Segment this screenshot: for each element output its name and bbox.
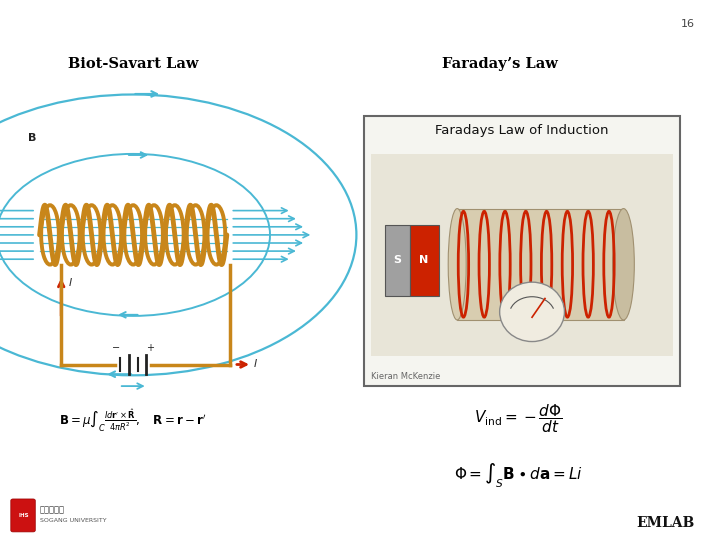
Text: IHS: IHS bbox=[19, 513, 29, 518]
Text: 서강대학교: 서강대학교 bbox=[40, 505, 65, 514]
Text: $\Phi = \int_S \mathbf{B} \bullet d\mathbf{a} = Li$: $\Phi = \int_S \mathbf{B} \bullet d\math… bbox=[454, 462, 583, 490]
Text: EMLAB: EMLAB bbox=[636, 516, 695, 530]
Bar bbox=[410, 225, 439, 296]
Text: Faraday’s Law: Faraday’s Law bbox=[443, 57, 558, 71]
Text: Biot-Savart Law: Biot-Savart Law bbox=[68, 57, 199, 71]
Bar bbox=[457, 208, 624, 320]
Text: I: I bbox=[253, 359, 257, 369]
Text: SOGANG UNIVERSITY: SOGANG UNIVERSITY bbox=[40, 518, 107, 523]
Text: S: S bbox=[393, 255, 401, 265]
Text: I: I bbox=[68, 278, 72, 288]
Bar bbox=[364, 116, 680, 386]
Ellipse shape bbox=[500, 282, 564, 341]
FancyBboxPatch shape bbox=[11, 499, 35, 532]
Bar bbox=[385, 225, 410, 296]
Text: +: + bbox=[146, 342, 155, 353]
Ellipse shape bbox=[613, 208, 634, 320]
Text: 16: 16 bbox=[681, 19, 695, 29]
Text: $V_{\mathrm{ind}} = -\dfrac{d\Phi}{dt}$: $V_{\mathrm{ind}} = -\dfrac{d\Phi}{dt}$ bbox=[474, 402, 562, 435]
Text: N: N bbox=[420, 255, 428, 265]
Text: −: − bbox=[112, 342, 120, 353]
Text: Kieran McKenzie: Kieran McKenzie bbox=[371, 372, 440, 381]
Text: $\mathbf{B} = \mu \int_C \frac{I d\mathbf{r}^\prime \times \hat{\mathbf{R}}}{4\p: $\mathbf{B} = \mu \int_C \frac{I d\mathb… bbox=[60, 408, 207, 434]
Text: B: B bbox=[28, 133, 37, 143]
Bar bbox=[371, 154, 673, 356]
Text: Faradays Law of Induction: Faradays Law of Induction bbox=[436, 124, 608, 137]
Ellipse shape bbox=[448, 208, 467, 320]
